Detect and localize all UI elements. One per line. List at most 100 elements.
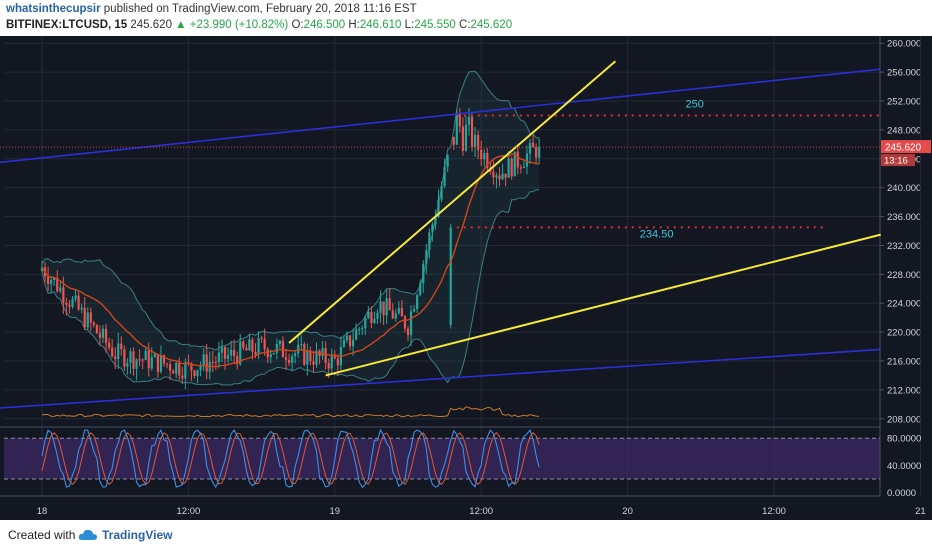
candle-body — [501, 173, 504, 180]
price-chart[interactable]: 260.000256.000252.000248.000244.000240.0… — [0, 36, 932, 520]
volume-line — [41, 406, 540, 418]
candle-body — [519, 167, 522, 169]
candle-body — [352, 339, 355, 347]
candle-body — [47, 276, 50, 285]
candle-body — [239, 341, 242, 365]
candle-body — [74, 295, 77, 300]
candle-body — [440, 185, 443, 200]
close-value: 245.620 — [470, 19, 513, 31]
candle-body — [266, 349, 269, 358]
candle-body — [446, 155, 449, 167]
countdown-label: 13:16 — [884, 156, 908, 167]
price-tick-label: 252.000 — [887, 97, 921, 108]
candle-body — [391, 310, 394, 319]
candle-body — [355, 329, 358, 340]
candle-body — [138, 359, 141, 361]
open-value: 246.500 — [303, 19, 346, 31]
candle-body — [315, 350, 318, 365]
last-price-tag — [881, 140, 931, 154]
price-tick-label: 216.000 — [887, 357, 921, 368]
candle-body — [385, 298, 388, 316]
candle-body — [92, 322, 95, 325]
footer: Created with TradingView — [0, 520, 932, 550]
candle-body — [263, 338, 266, 350]
candle-body — [175, 362, 178, 374]
support-label: 234.50 — [640, 228, 674, 240]
candle-body — [220, 346, 224, 353]
candle-body — [379, 301, 382, 313]
candle-body — [303, 344, 306, 365]
candle-body — [211, 361, 214, 363]
candle-body — [269, 354, 272, 358]
candle-body — [348, 335, 352, 347]
candle-body — [184, 362, 187, 379]
candle-body — [153, 353, 156, 358]
candle-body — [193, 370, 196, 377]
candle-body — [80, 307, 83, 310]
candle-body — [181, 375, 184, 379]
candle-body — [71, 299, 74, 307]
candle-body — [202, 354, 205, 367]
candle-body — [309, 350, 312, 362]
candle-body — [535, 147, 538, 158]
candle-body — [178, 362, 181, 376]
candle-body — [525, 153, 529, 167]
candle-body — [361, 328, 364, 330]
candle-body — [86, 312, 89, 328]
candle-body — [230, 349, 233, 356]
symbol-name[interactable]: BITFINEX:LTCUSD, 15 — [6, 19, 128, 31]
price-tick-label: 224.000 — [887, 299, 921, 310]
candle-body — [50, 280, 53, 285]
candle-body — [56, 277, 59, 292]
candle-body — [455, 112, 458, 145]
stoch-tick-label: 40.0000 — [887, 461, 921, 472]
candle-body — [507, 158, 510, 178]
candle-body — [510, 158, 513, 177]
price-tick-label: 220.000 — [887, 328, 921, 339]
time-tick-label: 19 — [330, 506, 341, 517]
close-label: C: — [459, 19, 471, 31]
candle-body — [294, 353, 297, 357]
candle-body — [147, 350, 150, 369]
candle-body — [165, 363, 169, 365]
candle-body — [474, 134, 477, 147]
candle-body — [275, 343, 278, 353]
candle-body — [272, 352, 275, 355]
candle-body — [528, 142, 532, 154]
candle-body — [120, 343, 123, 350]
candle-body — [425, 249, 428, 264]
tradingview-brand[interactable]: TradingView — [102, 528, 173, 542]
stoch-k-line — [41, 428, 540, 489]
candle-body — [214, 361, 217, 363]
candle-body — [437, 199, 440, 217]
candle-body — [416, 295, 419, 310]
author-link[interactable]: whatsinthecupsir — [6, 3, 101, 15]
candle-body — [516, 151, 519, 168]
candle-body — [117, 343, 120, 360]
candle-body — [458, 112, 461, 127]
candle-body — [297, 344, 300, 354]
countdown-tag — [881, 154, 915, 167]
candle-body — [327, 362, 330, 369]
candle-body — [431, 224, 434, 233]
candle-body — [172, 370, 175, 374]
candle-body — [233, 349, 236, 356]
candle-body — [330, 354, 333, 369]
candle-body — [333, 354, 336, 359]
candle-body — [187, 362, 190, 364]
candle-body — [257, 338, 260, 355]
candle-body — [205, 354, 208, 372]
low-value: 245.550 — [414, 19, 456, 31]
candle-body — [422, 263, 425, 284]
time-tick-label: 18 — [37, 506, 48, 517]
candle-body — [382, 301, 385, 316]
candle-body — [77, 295, 80, 310]
candle-body — [513, 151, 516, 177]
candle-body — [135, 359, 138, 369]
candle-body — [461, 126, 464, 151]
wedge-upper-trendline — [288, 60, 617, 344]
candle-body — [312, 361, 315, 365]
stoch-tick-label: 0.0000 — [887, 488, 916, 499]
candle-body — [278, 340, 281, 344]
last-price: 245.620 — [130, 19, 172, 31]
